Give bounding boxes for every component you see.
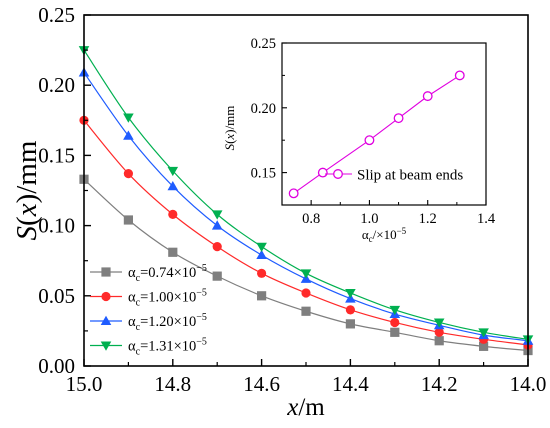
data-point-s1-5 — [301, 288, 311, 298]
inset-data-point-1 — [317, 167, 328, 178]
inset-legend-label: Slip at beam ends — [357, 168, 463, 184]
legend-marker-1 — [101, 291, 111, 302]
inset-legend-marker — [333, 169, 343, 179]
data-point-s3-9 — [478, 328, 489, 338]
data-point-s0-5 — [301, 306, 311, 316]
series-3 — [78, 46, 534, 345]
inset-x-axis-title: αc/×10−5 — [362, 226, 407, 244]
data-point-s2-2 — [167, 180, 179, 191]
data-point-s0-3 — [212, 271, 222, 281]
y-tick-label: 0.10 — [38, 214, 75, 238]
data-point-s3-5 — [300, 269, 312, 279]
legend-label-2: αc=1.20×10−5 — [128, 312, 207, 333]
inset-data-point-2 — [364, 135, 375, 146]
x-tick-label: 14.4 — [332, 372, 369, 396]
main-chart: 0.00 0.05 0.10 0.15 0.20 0.25 15.0 14.8 14.6 14.4… — [11, 3, 546, 421]
data-point-s3-1 — [123, 113, 134, 123]
legend-label-3: αc=1.31×10−5 — [128, 337, 207, 358]
data-point-s1-2 — [168, 209, 178, 219]
x-tick-label: 15.0 — [66, 372, 103, 396]
x-tick-label: 14.0 — [510, 372, 547, 396]
legend-marker-2 — [100, 315, 112, 325]
data-point-s2-1 — [123, 130, 134, 140]
data-point-s1-7 — [390, 317, 400, 328]
x-tick-label: 14.8 — [154, 372, 191, 396]
inset-data-point-3 — [393, 113, 404, 124]
inset-y-tick-label: 0.25 — [251, 36, 276, 52]
legend-marker-0 — [101, 267, 111, 277]
inset-y-tick-label: 0.15 — [251, 166, 276, 182]
inset-data-point-5 — [454, 70, 465, 81]
data-point-s1-6 — [345, 305, 355, 315]
inset-x-tick-label: 1.4 — [477, 211, 496, 227]
legend-label-0: αc=0.74×10−5 — [128, 263, 207, 284]
data-point-s3-2 — [167, 166, 179, 177]
data-point-s2-4 — [256, 249, 267, 260]
y-tick-label: 0.25 — [38, 3, 75, 27]
data-point-s0-1 — [123, 215, 133, 225]
inset-frame — [281, 42, 487, 206]
data-point-s3-8 — [433, 318, 445, 328]
inset-y-axis-title: S(x)/mm — [222, 106, 237, 151]
inset-data-point-4 — [422, 91, 433, 102]
data-point-s3-4 — [256, 242, 267, 252]
inset-data-point-0 — [288, 188, 299, 199]
inset-series-line — [293, 74, 461, 194]
inset-legend: Slip at beam ends — [325, 168, 463, 184]
y-tick-label: 0.05 — [38, 284, 75, 308]
legend-marker-3 — [100, 341, 112, 351]
data-point-s0-4 — [257, 291, 267, 301]
data-point-s1-3 — [212, 242, 222, 252]
y-tick-label: 0.15 — [38, 143, 75, 167]
data-point-s1-4 — [257, 268, 267, 278]
y-tick-label: 0.00 — [38, 354, 75, 378]
data-point-s3-6 — [345, 289, 356, 299]
inset-x-tick-label: 1.2 — [419, 211, 437, 227]
data-point-s1-8 — [434, 327, 444, 337]
inset-y-tick-label: 0.20 — [251, 101, 276, 117]
data-point-s0-7 — [390, 327, 400, 337]
data-point-s0-8 — [434, 336, 444, 346]
x-tick-label: 14.2 — [421, 372, 458, 396]
data-point-s3-7 — [389, 305, 401, 316]
data-point-s0-9 — [479, 341, 489, 351]
data-point-s3-3 — [211, 210, 223, 220]
data-point-s1-1 — [123, 169, 133, 179]
data-point-s0-2 — [168, 247, 178, 257]
data-point-s2-3 — [211, 220, 223, 230]
inset-x-tick-label: 0.8 — [302, 211, 320, 227]
y-tick-label: 0.20 — [38, 73, 75, 97]
legend-label-1: αc=1.00×10−5 — [128, 288, 207, 309]
x-tick-label: 14.6 — [243, 372, 280, 396]
y-axis-title: S(x)/mm — [11, 140, 43, 240]
legend: αc=0.74×10−5 αc=1.00×10−5 αc=1.20×10−5 αc=1… — [90, 263, 207, 358]
inset-x-tick-label: 1.0 — [360, 211, 378, 227]
data-point-s0-6 — [345, 319, 355, 329]
inset-chart: 0.15 0.20 0.25 0.8 1.0 1.2 1.4 αc/×10−5 S(x)/mm S… — [222, 36, 496, 244]
x-axis-title: x/m — [286, 394, 325, 421]
